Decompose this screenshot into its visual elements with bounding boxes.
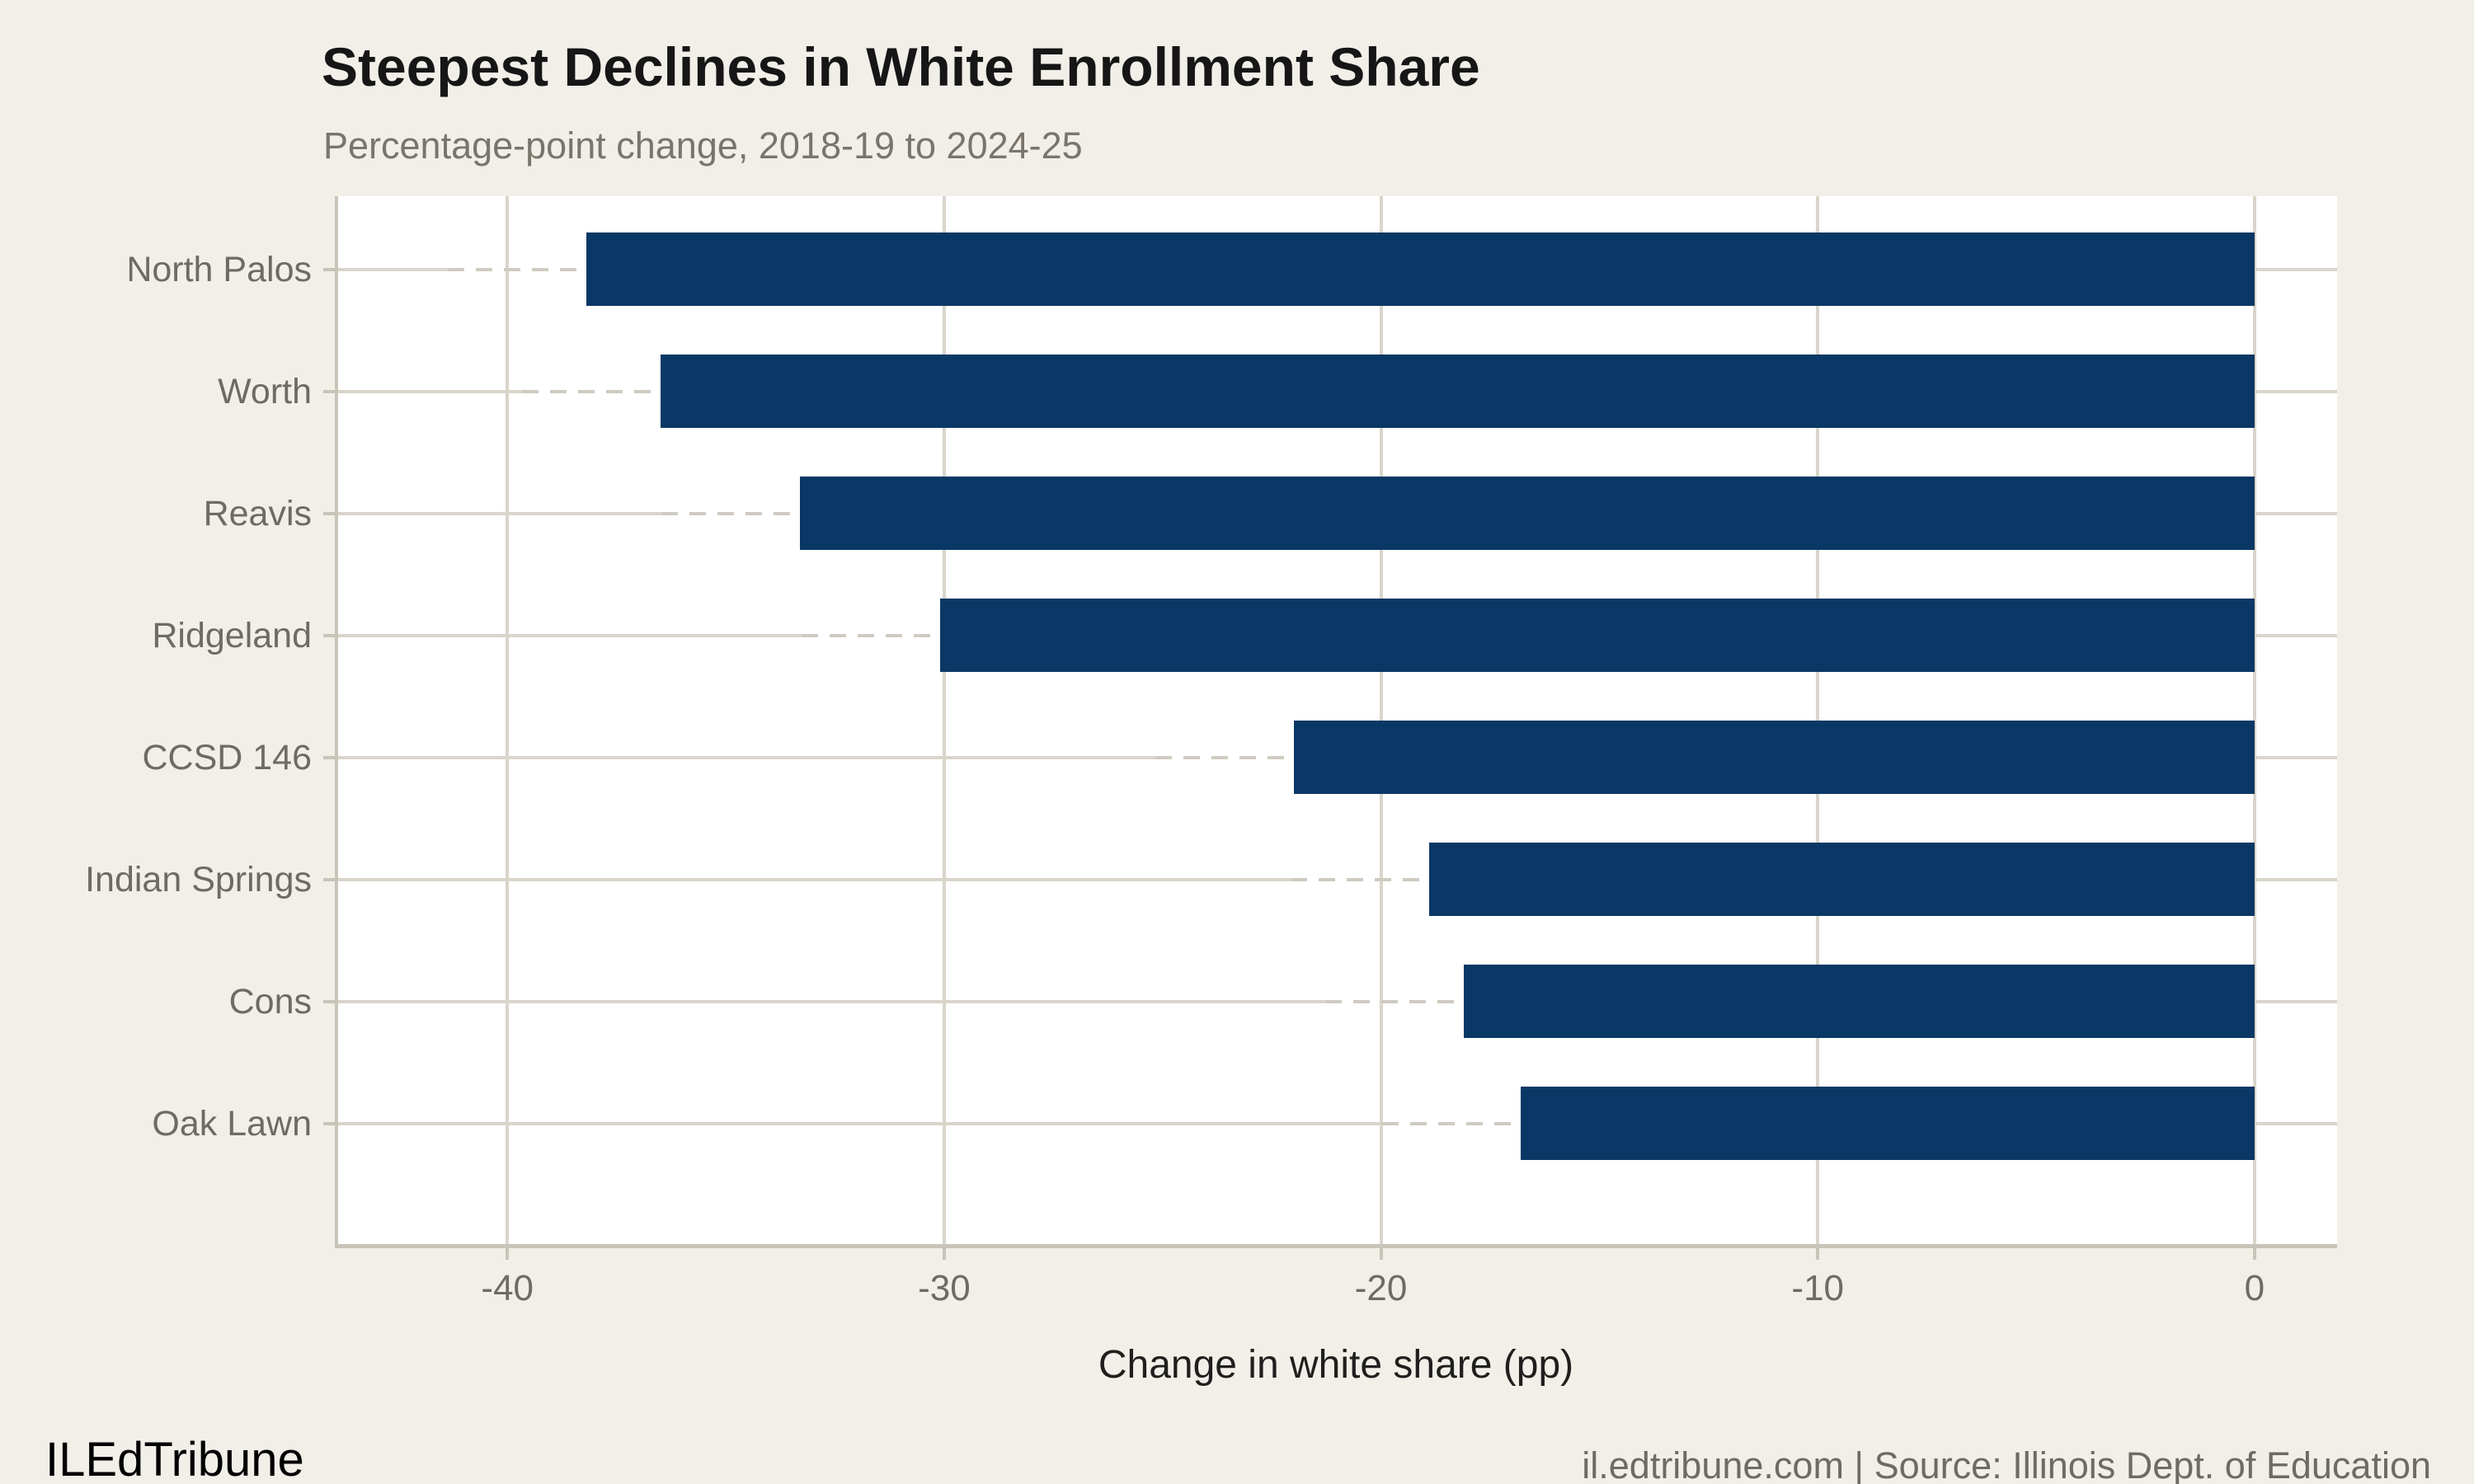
x-axis-title: Change in white share (pp)	[1098, 1343, 1574, 1387]
x-tick-label: -40	[481, 1268, 534, 1308]
y-axis-label: Reavis	[203, 493, 312, 533]
row-gridline-left	[335, 1121, 1383, 1125]
row-leader-dashes	[1325, 999, 1465, 1003]
row-gridline-left	[335, 511, 662, 515]
plot-panel	[335, 196, 2337, 1246]
x-tick-mark	[1379, 1246, 1383, 1260]
row-leader-dashes	[1155, 755, 1294, 759]
bar-ridgeland	[939, 599, 2255, 673]
x-tick-mark	[506, 1246, 510, 1260]
x-tick-mark	[2252, 1246, 2256, 1260]
chart-subtitle: Percentage-point change, 2018-19 to 2024…	[323, 124, 1083, 167]
x-gridline	[2252, 196, 2256, 1246]
row-leader-dashes	[1290, 877, 1429, 881]
bar-north-palos	[586, 232, 2255, 307]
x-tick-label: -20	[1354, 1268, 1408, 1308]
row-gridline-right	[2254, 511, 2337, 515]
footer-brand: ILEdTribune	[45, 1433, 304, 1484]
bar-worth	[660, 355, 2255, 429]
y-tick-mark	[323, 755, 335, 759]
row-gridline-right	[2254, 633, 2337, 637]
row-leader-dashes	[801, 633, 940, 637]
bar-reavis	[800, 477, 2255, 551]
row-gridline-right	[2254, 999, 2337, 1003]
x-gridline	[506, 196, 510, 1246]
y-axis-label: Worth	[218, 371, 312, 411]
y-axis-label: North Palos	[126, 249, 312, 289]
y-axis-label: Cons	[228, 981, 312, 1021]
chart-title: Steepest Declines in White Enrollment Sh…	[322, 36, 1480, 97]
row-gridline-right	[2254, 877, 2337, 881]
x-tick-mark	[1816, 1246, 1820, 1260]
x-tick-mark	[942, 1246, 946, 1260]
row-gridline-right	[2254, 389, 2337, 393]
y-tick-mark	[323, 267, 335, 271]
x-tick-label: -10	[1791, 1268, 1845, 1308]
row-leader-dashes	[661, 511, 801, 515]
bar-oak-lawn	[1521, 1087, 2255, 1161]
y-tick-mark	[323, 877, 335, 881]
row-gridline-left	[335, 389, 522, 393]
row-gridline-left	[335, 755, 1155, 759]
y-tick-mark	[323, 999, 335, 1003]
y-axis-label: Indian Springs	[85, 859, 312, 899]
row-gridline-left	[335, 267, 448, 271]
row-gridline-right	[2254, 267, 2337, 271]
row-leader-dashes	[447, 267, 586, 271]
row-gridline-left	[335, 877, 1291, 881]
row-leader-dashes	[521, 389, 661, 393]
x-tick-label: -30	[918, 1268, 971, 1308]
footer-source: il.edtribune.com | Source: Illinois Dept…	[1582, 1444, 2431, 1484]
bar-cons	[1464, 965, 2255, 1039]
y-tick-mark	[323, 1121, 335, 1125]
y-tick-mark	[323, 389, 335, 393]
y-axis-label: CCSD 146	[142, 737, 312, 777]
x-tick-label: 0	[2244, 1268, 2265, 1308]
y-axis-label: Ridgeland	[152, 615, 312, 655]
bar-ccsd-146	[1293, 721, 2255, 795]
x-gridline	[942, 196, 946, 1246]
y-tick-mark	[323, 633, 335, 637]
row-leader-dashes	[1382, 1121, 1522, 1125]
bar-indian-springs	[1428, 843, 2255, 917]
row-gridline-right	[2254, 755, 2337, 759]
row-gridline-left	[335, 633, 802, 637]
row-gridline-left	[335, 999, 1326, 1003]
row-gridline-right	[2254, 1121, 2337, 1125]
y-axis-label: Oak Lawn	[152, 1103, 312, 1144]
y-tick-mark	[323, 511, 335, 515]
